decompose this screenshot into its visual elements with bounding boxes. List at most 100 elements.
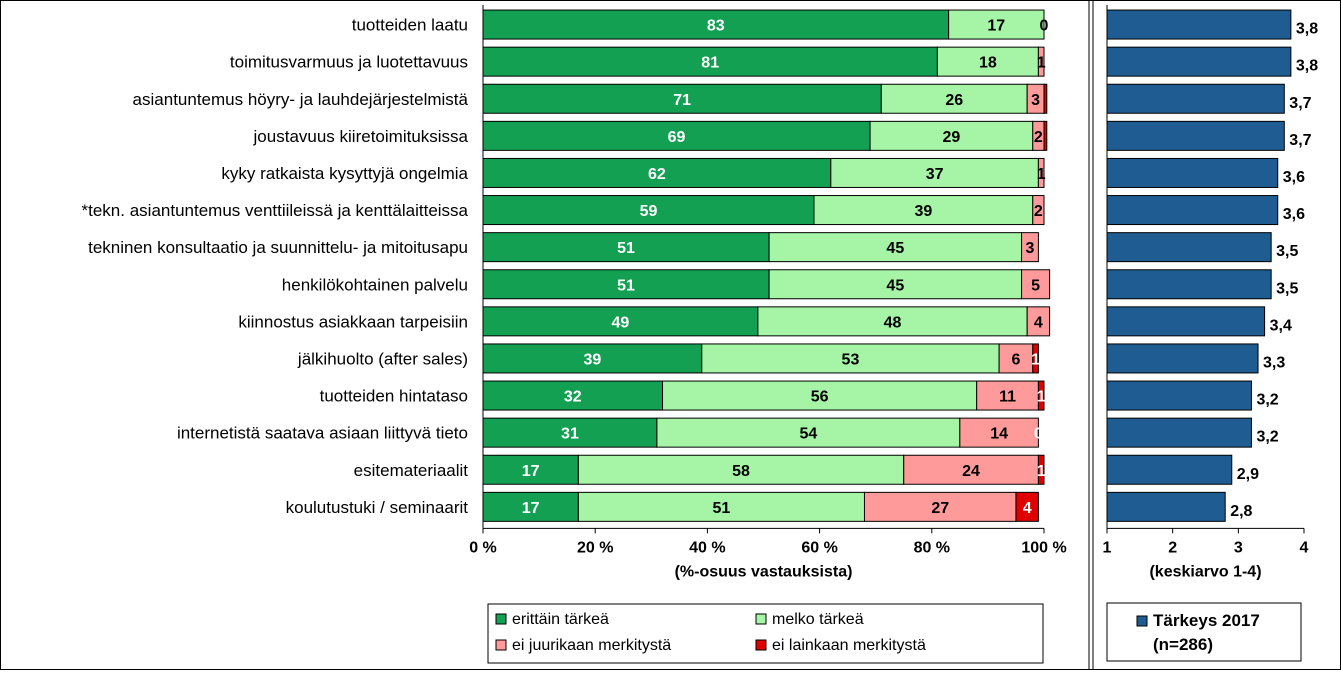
bar-segment — [1015, 491, 1039, 522]
category-label: joustavuus kiiretoimituksissa — [253, 127, 469, 146]
data-label: 1 — [1037, 463, 1046, 480]
data-label: 29 — [943, 129, 961, 146]
data-label: 6 — [1011, 351, 1020, 368]
bar-segment — [768, 269, 1023, 300]
legend-swatch — [1136, 615, 1148, 627]
bar-segment — [1021, 232, 1039, 263]
legend-label: Tärkeys 2017 — [1153, 611, 1260, 630]
data-label: 18 — [979, 55, 997, 72]
bar-segment — [577, 454, 905, 485]
data-label: 26 — [945, 92, 963, 109]
bar-segment — [1037, 380, 1045, 411]
bar-segment — [656, 417, 961, 448]
data-label: 1 — [1037, 389, 1046, 406]
bar-segment — [863, 491, 1017, 522]
x-tick-label: 4 — [1300, 539, 1309, 556]
data-label: 4 — [1023, 500, 1032, 517]
legend-label: ei lainkaan merkitystä — [772, 637, 926, 654]
bar-segment — [482, 9, 950, 40]
bar-segment — [577, 491, 865, 522]
mean-bar — [1106, 417, 1252, 448]
bar-segment — [482, 157, 832, 188]
category-label: kiinnostus asiakkaan tarpeisiin — [238, 312, 468, 331]
x-tick-label: 40 % — [689, 539, 725, 556]
bar-segment — [998, 343, 1034, 374]
mean-label: 3,5 — [1276, 280, 1298, 297]
x-tick-label: 3 — [1234, 539, 1243, 556]
mean-label: 2,8 — [1230, 503, 1252, 520]
bar-segment — [482, 83, 882, 114]
legend-label: melko tärkeä — [772, 611, 864, 628]
data-label: 27 — [931, 500, 949, 517]
data-label: 62 — [648, 166, 666, 183]
category-label: kyky ratkaista kysyttyjä ongelmia — [221, 164, 468, 183]
data-label: 31 — [561, 426, 579, 443]
data-label: 2 — [1034, 129, 1043, 146]
data-label: 17 — [522, 500, 540, 517]
data-label: 45 — [886, 277, 904, 294]
legend-label: ei juurikaan merkitystä — [512, 637, 671, 654]
bar-segment — [1037, 157, 1045, 188]
legend-swatch — [755, 613, 767, 625]
data-label: 17 — [987, 18, 1005, 35]
category-label: internetistä saatava asiaan liittyvä tie… — [177, 424, 468, 443]
data-label: 39 — [583, 351, 601, 368]
data-label: 2 — [1034, 203, 1043, 220]
data-label: 53 — [842, 351, 860, 368]
legend-swatch — [495, 639, 507, 651]
data-label: 3 — [1031, 92, 1040, 109]
bar-segment — [880, 83, 1028, 114]
mean-bar — [1106, 195, 1279, 226]
bar-segment — [662, 380, 978, 411]
category-label: tuotteiden laatu — [352, 16, 468, 35]
category-label: esitemateriaalit — [354, 461, 469, 480]
mean-label: 3,3 — [1263, 354, 1285, 371]
bar-segment — [948, 9, 1045, 40]
data-label: 4 — [1034, 314, 1043, 331]
mean-label: 3,6 — [1283, 169, 1305, 186]
mean-bar — [1106, 46, 1292, 77]
data-label: 5 — [1031, 277, 1040, 294]
legend-swatch — [495, 613, 507, 625]
x-axis-title: (keskiarvo 1-4) — [1149, 563, 1261, 580]
data-label: 24 — [962, 463, 980, 480]
mean-label: 3,2 — [1256, 429, 1278, 446]
mean-label: 3,7 — [1289, 132, 1311, 149]
category-label: tekninen konsultaatio ja suunnittelu- ja… — [88, 238, 468, 257]
bar-segment — [976, 380, 1039, 411]
mean-bar — [1106, 491, 1226, 522]
mean-bar — [1106, 157, 1279, 188]
bar-segment — [701, 343, 1000, 374]
bar-segment — [1032, 343, 1039, 374]
mean-bar — [1106, 120, 1285, 151]
bar-segment — [1043, 120, 1048, 151]
mean-label: 2,9 — [1237, 466, 1259, 483]
bar-segment — [1037, 46, 1045, 77]
bar-segment — [482, 46, 938, 77]
bar-segment — [1021, 269, 1051, 300]
legend-swatch — [755, 639, 767, 651]
category-label: toimitusvarmuus ja luotettavuus — [230, 53, 468, 72]
data-label: 48 — [884, 314, 902, 331]
bar-segment — [482, 195, 815, 226]
category-label: asiantuntemus höyry- ja lauhdejärjestelm… — [133, 90, 469, 109]
data-label: 45 — [886, 240, 904, 257]
mean-label: 3,7 — [1289, 95, 1311, 112]
bar-segment — [1037, 454, 1045, 485]
category-label: tuotteiden hintataso — [320, 387, 468, 406]
data-label: 54 — [799, 426, 817, 443]
data-label: 0 — [1034, 426, 1043, 443]
bar-segment — [482, 306, 759, 337]
mean-label: 3,5 — [1276, 243, 1298, 260]
mean-bar — [1106, 343, 1259, 374]
bar-segment — [1026, 306, 1051, 337]
category-label: koulutustuki / seminaarit — [286, 498, 469, 517]
data-label: 81 — [701, 55, 719, 72]
category-label: henkilökohtainen palvelu — [282, 275, 468, 294]
bar-segment — [813, 195, 1034, 226]
bar-segment — [482, 454, 579, 485]
category-label: *tekn. asiantuntemus venttiileissä ja ke… — [82, 201, 469, 220]
x-tick-label: 20 % — [577, 539, 613, 556]
